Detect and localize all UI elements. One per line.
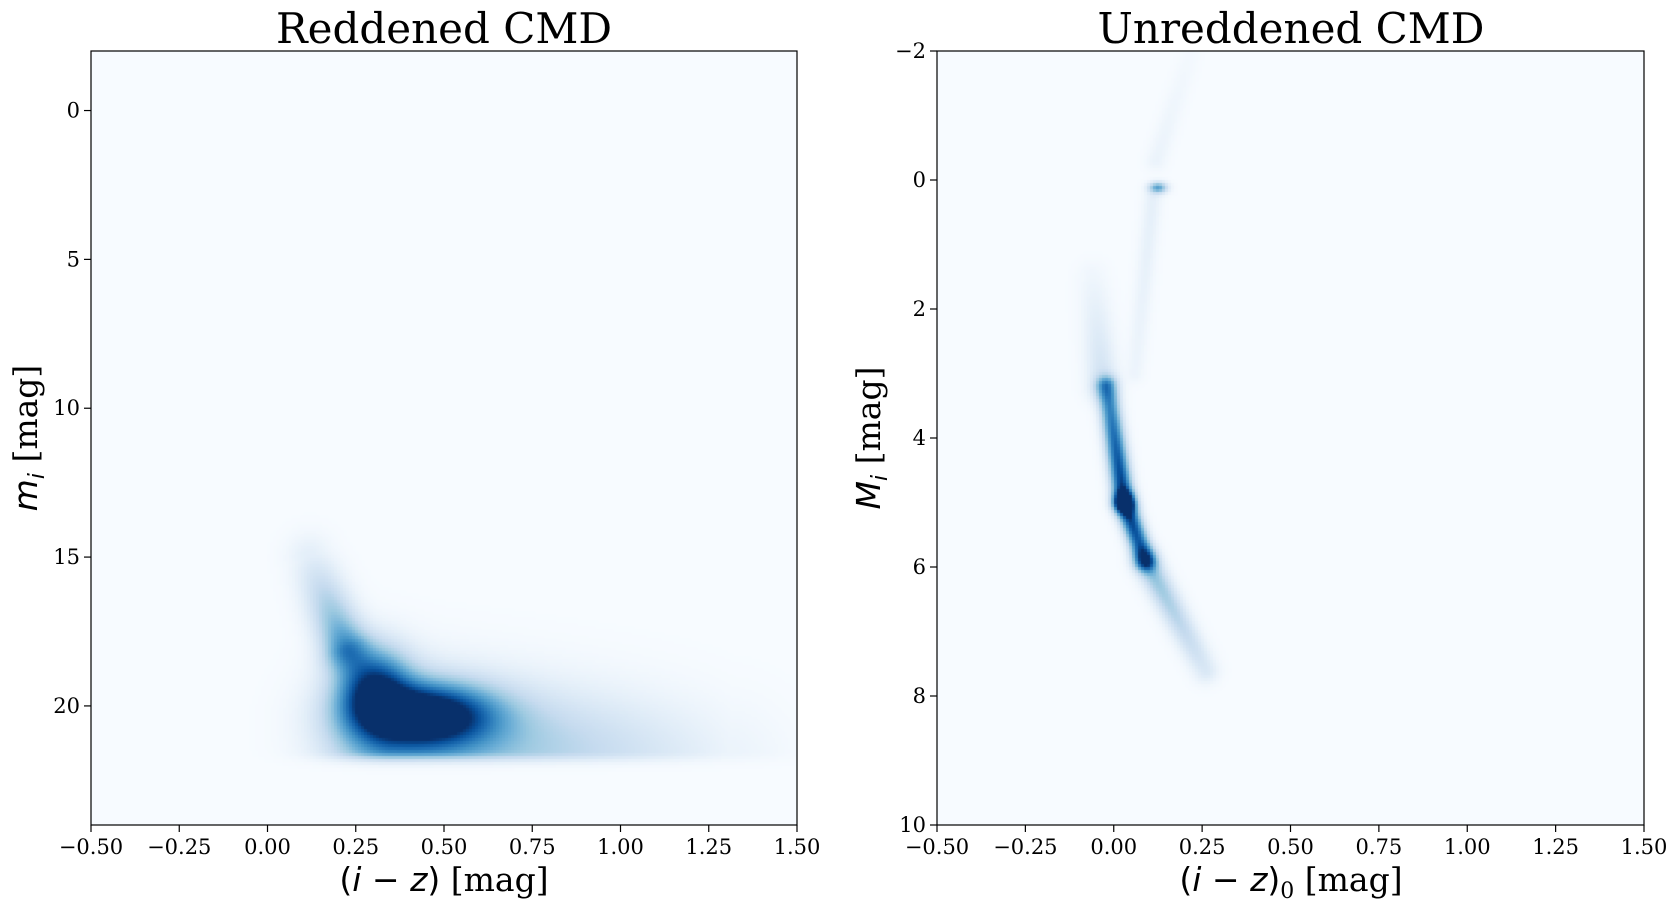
left-x-axis-title: (i − z) [mag] (339, 860, 548, 899)
right-title: Unreddened CMD (1098, 4, 1485, 53)
right-x-tick-label: 0.00 (1090, 835, 1137, 859)
left-x-tick-label: 0.50 (421, 835, 468, 859)
right-y-axis-title: Mi [mag] (849, 367, 893, 510)
left-y-ticks: 0 5 10 15 20 (53, 99, 91, 718)
right-y-tick-label: 0 (913, 168, 926, 192)
left-y-tick-label: 15 (53, 545, 80, 569)
right-x-tick-label: 1.00 (1444, 835, 1491, 859)
right-x-tick-label: 1.50 (1621, 835, 1668, 859)
right-x-tick-label: 0.50 (1267, 835, 1314, 859)
left-x-tick-label: 1.00 (597, 835, 644, 859)
left-y-tick-label: 20 (53, 694, 80, 718)
right-y-tick-label: 10 (899, 813, 926, 837)
right-density-canvas (937, 51, 1644, 825)
left-density-canvas (91, 51, 797, 825)
left-y-tick-label: 10 (53, 396, 80, 420)
left-x-tick-label: 0.25 (332, 835, 379, 859)
left-x-tick-label: 1.25 (685, 835, 732, 859)
right-x-axis-title: (i − z)0 [mag] (1179, 860, 1402, 904)
left-x-tick-label: 0.75 (509, 835, 556, 859)
left-title: Reddened CMD (276, 4, 612, 53)
right-y-tick-label: 2 (913, 297, 926, 321)
right-y-tick-label: 4 (913, 426, 926, 450)
right-x-tick-label: −0.50 (905, 835, 969, 859)
right-x-tick-label: −0.25 (993, 835, 1057, 859)
left-x-ticks: −0.50 −0.25 0.00 0.25 0.50 0.75 1.00 1.25 1.50 (59, 825, 821, 859)
right-y-tick-label: 6 (913, 555, 926, 579)
right-x-tick-label: 0.25 (1179, 835, 1226, 859)
left-x-tick-label: −0.25 (147, 835, 211, 859)
left-panel: Reddened CMD −0.50 −0.25 0.00 0.25 0.50 0.75 1… (6, 4, 820, 899)
right-y-tick-label: 8 (913, 684, 926, 708)
right-y-tick-label: −2 (895, 39, 926, 63)
left-x-tick-label: 0.00 (244, 835, 291, 859)
right-y-ticks: −2 0 2 4 6 8 10 (895, 39, 937, 837)
right-panel: Unreddened CMD −0.50 −0.25 0.00 0.25 0.50 0.7… (849, 4, 1667, 904)
right-heatmap (937, 51, 1644, 825)
left-x-tick-label: −0.50 (59, 835, 123, 859)
left-heatmap (91, 51, 797, 825)
left-x-tick-label: 1.50 (774, 835, 821, 859)
left-y-tick-label: 0 (67, 99, 80, 123)
right-x-tick-label: 1.25 (1532, 835, 1579, 859)
right-x-tick-label: 0.75 (1355, 835, 1402, 859)
right-x-ticks: −0.50 −0.25 0.00 0.25 0.50 0.75 1.00 1.25 1.50 (905, 825, 1668, 859)
left-y-axis-title: mi [mag] (6, 365, 50, 512)
left-y-tick-label: 5 (67, 247, 80, 271)
